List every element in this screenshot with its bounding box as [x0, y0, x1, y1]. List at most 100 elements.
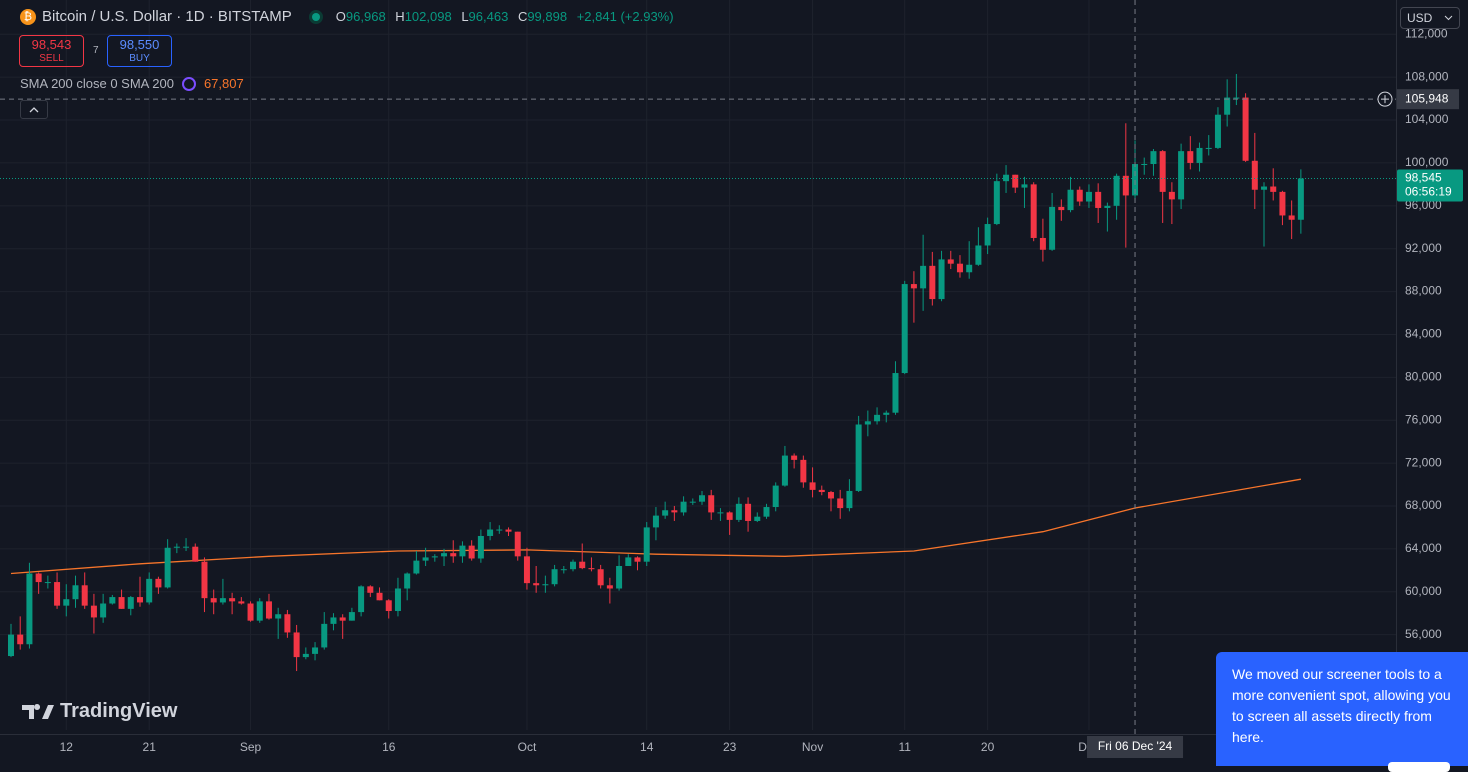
- candle-body: [671, 510, 678, 513]
- y-tick-label: 112,000: [1405, 26, 1448, 40]
- candle-body: [146, 578, 153, 603]
- candle-body: [422, 557, 429, 561]
- candle-body: [487, 529, 494, 536]
- sell-price: 98,543: [31, 37, 72, 52]
- candle-body: [984, 224, 991, 246]
- candle-body: [1141, 164, 1148, 166]
- ohlc-label: L: [461, 9, 469, 24]
- spread: 7: [93, 45, 99, 56]
- market-status[interactable]: [311, 12, 320, 21]
- candle-body: [404, 573, 411, 589]
- x-tick-label: 14: [640, 740, 654, 754]
- ohlc-label: O: [335, 9, 346, 24]
- y-tick-label: 108,000: [1405, 69, 1449, 83]
- candle-body: [394, 588, 401, 612]
- indicator-icon[interactable]: [181, 76, 196, 91]
- candle-body: [1012, 174, 1019, 188]
- ohlc-value: 96,463: [468, 9, 509, 24]
- y-tick-label: 92,000: [1405, 241, 1442, 255]
- candle-body: [680, 501, 687, 513]
- ohlc-label: H: [395, 9, 405, 24]
- candle-body: [26, 573, 33, 645]
- candle-body: [892, 373, 899, 413]
- candle-body: [1104, 205, 1111, 208]
- candle-body: [450, 553, 457, 557]
- candle-body: [468, 545, 475, 559]
- candle-body: [634, 557, 641, 562]
- indicator-value: 67,807: [203, 76, 244, 91]
- candle-body: [1159, 151, 1166, 192]
- sell-button[interactable]: 98,543 SELL: [19, 35, 84, 67]
- candle-body: [441, 553, 448, 557]
- y-tick-label: 76,000: [1405, 412, 1442, 426]
- y-tick-label: 68,000: [1405, 498, 1442, 512]
- candle-body: [505, 529, 512, 532]
- candle-body: [929, 265, 936, 300]
- x-tick-label: 21: [143, 740, 157, 754]
- symbol-icon: ₿: [20, 8, 36, 25]
- candle-body: [367, 586, 374, 593]
- candle-body: [1113, 175, 1120, 206]
- candle-body: [735, 503, 742, 520]
- candle-body: [238, 601, 245, 604]
- candle-body: [514, 531, 521, 557]
- candle-body: [542, 584, 549, 586]
- candle-body: [975, 245, 982, 265]
- chevron-icon: [29, 107, 39, 113]
- add-alert-icon: [1381, 95, 1389, 104]
- candle-body: [477, 535, 484, 559]
- candle-body: [956, 263, 963, 273]
- candle-body: [1224, 97, 1231, 115]
- candle-body: [855, 424, 862, 491]
- candle-body: [1168, 191, 1175, 200]
- candle-body: [192, 546, 199, 562]
- candle-body: [625, 557, 632, 566]
- candle-body: [1288, 215, 1295, 220]
- candle-body: [772, 485, 779, 508]
- buy-price: 98,550: [119, 37, 160, 52]
- candle-body: [551, 569, 558, 585]
- candle-body: [910, 284, 917, 289]
- candle-body: [1297, 178, 1304, 220]
- candle-body: [1196, 147, 1203, 163]
- symbol-title[interactable]: Bitcoin / U.S. Dollar · 1D · BITSTAMP: [42, 8, 292, 25]
- y-tick-label: 60,000: [1405, 584, 1442, 598]
- candle-body: [791, 455, 798, 460]
- last-price-label: 98,545: [1405, 171, 1442, 185]
- candle-body: [533, 583, 540, 586]
- candle-body: [284, 614, 291, 633]
- candle-body: [947, 259, 954, 264]
- candle-body: [616, 565, 623, 589]
- currency-dropdown[interactable]: USD: [1400, 7, 1460, 29]
- candle-body: [1205, 147, 1212, 149]
- candle-body: [800, 459, 807, 483]
- toast-button[interactable]: [1388, 762, 1450, 772]
- collapse-button[interactable]: [20, 100, 48, 119]
- candle-body: [643, 527, 650, 562]
- indicator-name[interactable]: SMA 200 close 0 SMA 200: [20, 76, 174, 91]
- candle-body: [588, 568, 595, 570]
- buy-label: BUY: [129, 53, 150, 64]
- y-tick-label: 64,000: [1405, 541, 1442, 555]
- candle-body: [293, 632, 300, 658]
- candle-body: [523, 556, 530, 584]
- candle-body: [864, 421, 871, 425]
- candle-body: [321, 623, 328, 648]
- candle-body: [570, 561, 577, 570]
- candle-body: [330, 617, 337, 624]
- candle-body: [496, 529, 503, 531]
- tradingview-logo[interactable]: TradingView: [22, 700, 177, 723]
- candle-body: [883, 412, 890, 415]
- y-tick-label: 72,000: [1405, 455, 1442, 469]
- buy-button[interactable]: 98,550 BUY: [107, 35, 172, 67]
- candle-body: [1030, 184, 1037, 238]
- ohlc-value: 96,968: [345, 9, 386, 24]
- candle-body: [72, 585, 79, 600]
- change: +2,841 (+2.93%): [576, 9, 674, 24]
- candle-body: [1187, 151, 1194, 163]
- candle-body: [846, 490, 853, 509]
- candle-body: [348, 612, 355, 621]
- candle-body: [385, 600, 392, 612]
- candle-body: [210, 598, 217, 603]
